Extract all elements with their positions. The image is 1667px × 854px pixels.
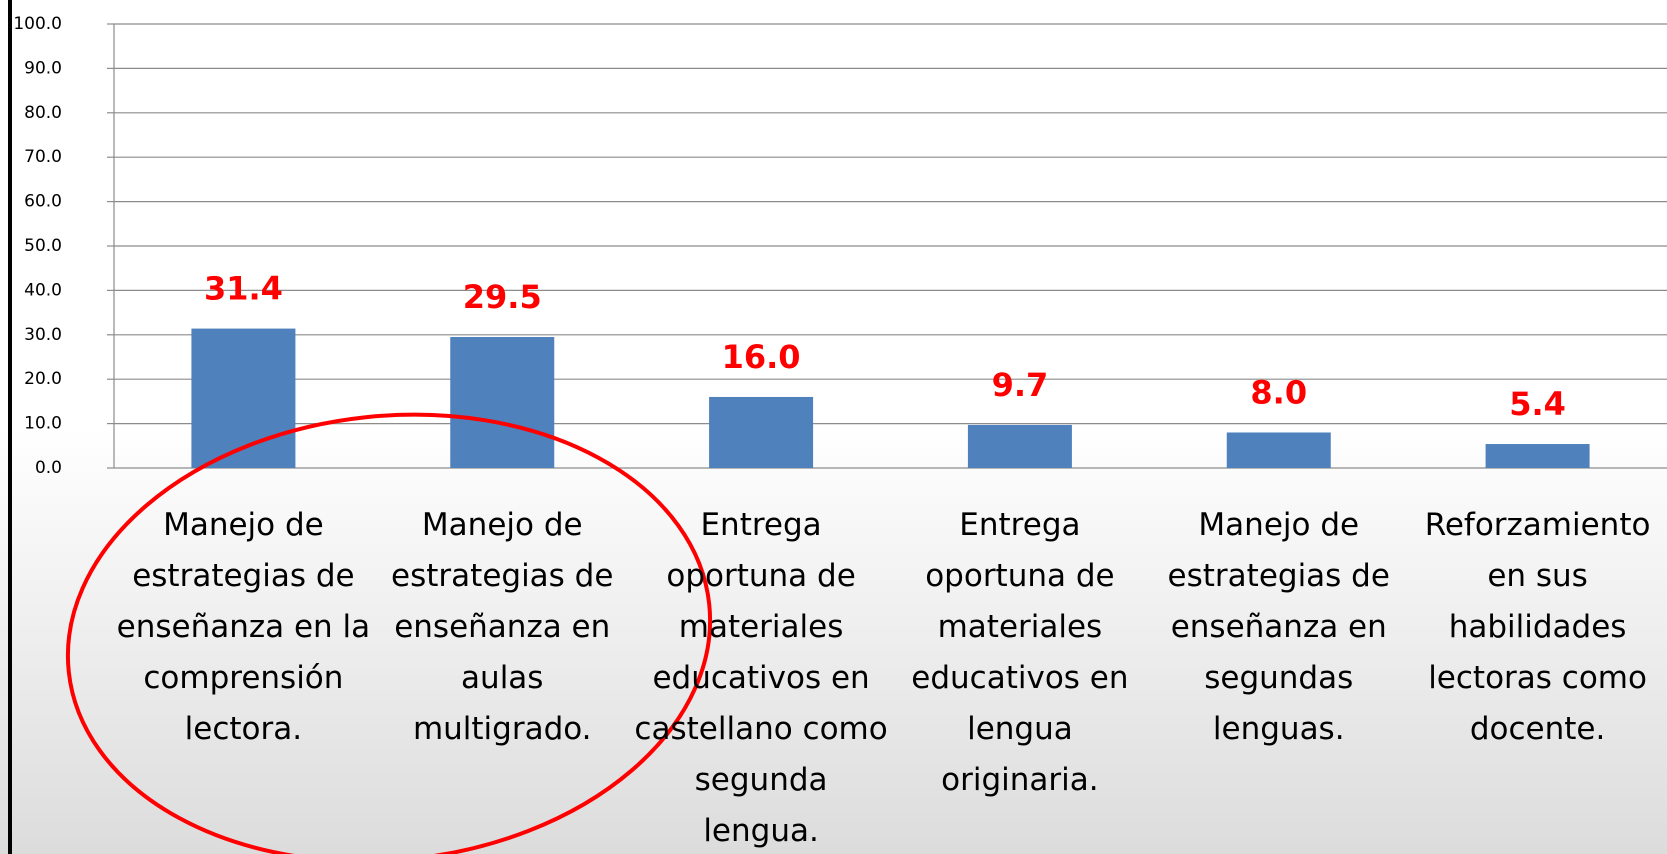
y-tick-label: 70.0 <box>24 147 62 167</box>
value-label: 9.7 <box>992 366 1049 404</box>
x-tick-label: Reforzamiento en sus habilidades lectora… <box>1424 507 1651 747</box>
y-tick-label: 80.0 <box>24 103 62 123</box>
bar <box>191 328 296 468</box>
bar <box>1485 444 1590 468</box>
y-tick-label: 30.0 <box>24 325 62 345</box>
y-tick-label: 40.0 <box>24 280 62 300</box>
y-tick-label: 10.0 <box>24 414 62 434</box>
highlight-ellipse <box>65 412 713 854</box>
x-tick-label: Manejo de estrategias de enseñanza en au… <box>391 507 614 747</box>
value-label: 16.0 <box>722 338 801 376</box>
bar <box>1226 432 1331 468</box>
x-tick-label: Entrega oportuna de materiales educativo… <box>634 507 888 849</box>
y-tick-label: 50.0 <box>24 236 62 256</box>
value-label: 8.0 <box>1250 373 1307 411</box>
value-label: 29.5 <box>463 278 542 316</box>
y-tick-label: 90.0 <box>24 58 62 78</box>
x-tick-label: Entrega oportuna de materiales educativo… <box>911 507 1129 798</box>
y-tick-label: 60.0 <box>24 192 62 212</box>
bar <box>450 337 555 468</box>
y-tick-label: 100.0 <box>13 14 62 34</box>
bar <box>709 396 814 468</box>
value-label: 5.4 <box>1509 385 1566 423</box>
y-tick-label: 20.0 <box>24 369 62 389</box>
value-label: 31.4 <box>204 270 283 308</box>
bar <box>967 424 1072 468</box>
x-tick-label: Manejo de estrategias de enseñanza en se… <box>1167 507 1390 747</box>
y-tick-label: 0.0 <box>35 458 62 478</box>
x-tick-label: Manejo de estrategias de enseñanza en la… <box>116 507 371 747</box>
